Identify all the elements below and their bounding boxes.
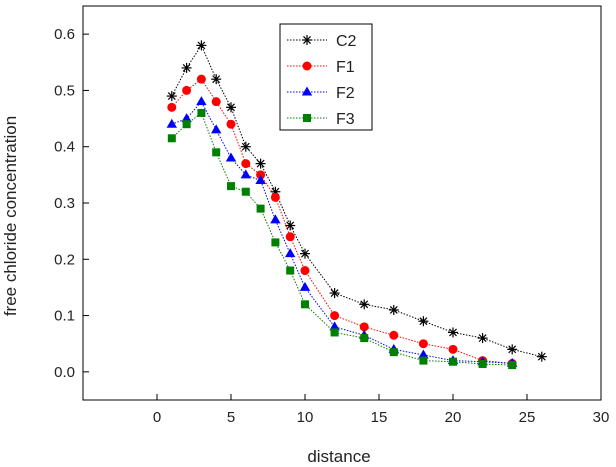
data-point xyxy=(388,304,399,315)
series-line xyxy=(171,44,542,358)
data-point xyxy=(166,91,177,102)
legend-marker xyxy=(301,86,313,96)
data-point xyxy=(478,359,487,368)
data-point xyxy=(241,187,250,196)
legend-marker xyxy=(302,61,312,71)
y-tick-label: 0.5 xyxy=(54,82,75,99)
series-f2 xyxy=(166,96,518,367)
x-tick-label: 10 xyxy=(297,409,314,426)
data-point xyxy=(285,220,296,231)
x-axis-title: distance xyxy=(307,447,370,466)
data-point xyxy=(227,182,235,191)
legend-box xyxy=(279,23,373,131)
data-point xyxy=(286,266,295,275)
data-point xyxy=(285,248,296,258)
x-tick-label: 20 xyxy=(445,409,462,426)
legend-label: F2 xyxy=(336,85,355,102)
data-point xyxy=(299,281,311,291)
data-point xyxy=(329,288,340,299)
data-point xyxy=(448,344,458,354)
data-point xyxy=(300,248,310,259)
data-point xyxy=(181,62,192,73)
data-point xyxy=(389,330,399,340)
data-point xyxy=(196,74,206,84)
legend-label: F3 xyxy=(336,111,355,128)
x-tick-label: 15 xyxy=(371,409,388,426)
x-tick-label: 0 xyxy=(153,409,161,426)
data-point xyxy=(507,344,518,355)
data-point xyxy=(226,102,236,113)
data-point xyxy=(212,148,221,157)
legend-marker xyxy=(303,114,311,122)
data-point xyxy=(418,316,429,327)
data-point xyxy=(419,356,428,365)
legend-label: C2 xyxy=(336,33,357,50)
data-point xyxy=(197,108,206,117)
tick-labels: 0 5 10 15 20 25 30 0.0 0.1 0.2 0.3 0.4 0.5 0.6 xyxy=(54,26,609,426)
data-point xyxy=(225,152,237,162)
data-point xyxy=(181,113,192,123)
legend-label: F1 xyxy=(336,59,355,76)
data-point xyxy=(508,361,517,370)
data-point xyxy=(389,348,398,357)
y-tick-label: 0.6 xyxy=(54,26,75,43)
data-point xyxy=(256,204,265,213)
data-point xyxy=(449,357,457,366)
data-point xyxy=(211,74,222,85)
data-point xyxy=(166,118,177,128)
data-point xyxy=(211,97,221,107)
y-tick-label: 0.0 xyxy=(54,364,75,381)
data-point xyxy=(359,299,370,310)
data-point xyxy=(256,170,266,180)
data-point xyxy=(167,102,177,112)
data-point xyxy=(270,214,281,224)
data-point xyxy=(536,351,547,362)
data-point xyxy=(182,85,192,95)
data-point xyxy=(196,40,207,51)
series-layer xyxy=(166,40,547,370)
data-point xyxy=(300,266,310,276)
y-tick-label: 0.3 xyxy=(54,195,75,212)
data-point xyxy=(167,134,176,143)
legend-marker xyxy=(302,35,312,45)
data-point xyxy=(285,232,295,242)
x-tick-label: 25 xyxy=(519,409,536,426)
data-point xyxy=(270,192,280,202)
series-line xyxy=(171,112,513,366)
data-point xyxy=(271,238,280,247)
data-point xyxy=(182,120,191,129)
data-point xyxy=(241,159,251,169)
data-point xyxy=(196,96,207,106)
series-line xyxy=(171,100,513,364)
x-tick-label: 30 xyxy=(593,409,610,426)
data-point xyxy=(360,334,369,343)
data-point xyxy=(359,322,369,332)
data-point xyxy=(477,333,488,344)
y-tick-label: 0.4 xyxy=(54,139,75,156)
series-c2 xyxy=(166,40,547,362)
data-point xyxy=(240,169,251,179)
data-point xyxy=(330,328,339,337)
data-point xyxy=(240,141,251,152)
data-point xyxy=(226,119,236,129)
data-point xyxy=(211,124,222,134)
x-tick-label: 5 xyxy=(227,409,235,426)
data-point xyxy=(448,327,458,338)
y-tick-label: 0.1 xyxy=(54,308,75,325)
data-point xyxy=(329,321,340,331)
series-f3 xyxy=(167,108,517,370)
data-point xyxy=(418,339,428,349)
data-point xyxy=(330,311,340,321)
legend: C2 F1 F2 F3 xyxy=(279,23,373,131)
data-point xyxy=(255,174,266,184)
ticks xyxy=(83,33,602,400)
y-axis-title: free chloride concentration xyxy=(1,116,20,316)
data-point xyxy=(418,349,429,359)
data-point xyxy=(301,300,309,309)
data-point xyxy=(255,158,266,169)
y-tick-label: 0.2 xyxy=(54,251,75,268)
